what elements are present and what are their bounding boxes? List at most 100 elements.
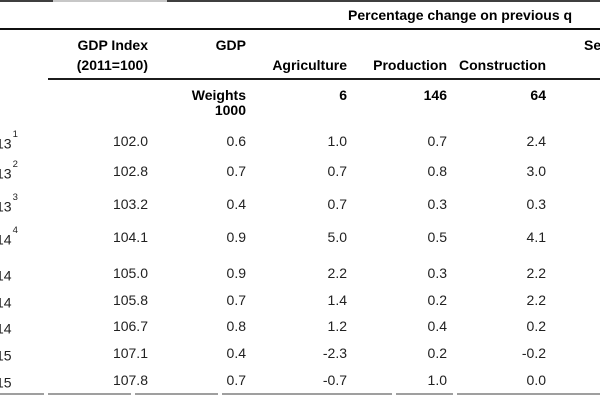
column-header-services: Se	[584, 37, 600, 53]
gdp-value: 0.9	[226, 229, 246, 245]
construction-value: 0.2	[526, 318, 546, 334]
gdp-index-value: 103.2	[112, 196, 148, 212]
footnote-marker: 4	[12, 225, 18, 236]
table-row: 14 106.7 0.8 1.2 0.4 0.2	[0, 318, 600, 337]
table-top-border	[167, 0, 600, 2]
production-value: 0.5	[427, 229, 447, 245]
gdp-value: 0.6	[226, 133, 246, 149]
agriculture-value: -0.7	[322, 372, 347, 388]
bottom-border-gap	[453, 393, 457, 395]
gdp-index-value: 107.8	[112, 372, 148, 388]
agriculture-value: 5.0	[327, 229, 347, 245]
column-header-production: Production	[373, 57, 447, 73]
bottom-border-gap	[218, 393, 222, 395]
production-value: 1.0	[427, 372, 447, 388]
header-underline	[48, 78, 600, 80]
gdp-value: 0.9	[226, 265, 246, 281]
period-cell: 14	[0, 318, 26, 337]
agriculture-value: 1.2	[327, 318, 347, 334]
table-row: 144 104.1 0.9 5.0 0.5 4.1	[0, 225, 600, 248]
period-label: 14	[0, 267, 12, 284]
bottom-border-gap	[392, 393, 396, 395]
weights-agriculture: 6	[339, 87, 347, 103]
period-label: 13	[0, 135, 12, 152]
production-value: 0.3	[427, 265, 447, 281]
period-cell: 144	[0, 225, 26, 248]
gdp-index-value: 102.8	[112, 163, 148, 179]
table-row: 15 107.8 0.7 -0.7 1.0 0.0	[0, 372, 600, 391]
table-row: 14 105.8 0.7 1.4 0.2 2.2	[0, 292, 600, 311]
production-value: 0.3	[427, 196, 447, 212]
period-cell: 14	[0, 292, 26, 311]
weights-label: Weights	[191, 87, 246, 103]
construction-value: 2.4	[526, 133, 546, 149]
gdp-index-value: 102.0	[112, 133, 148, 149]
gdp-index-value: 106.7	[112, 318, 148, 334]
period-cell: 132	[0, 159, 26, 182]
spanner-underline	[0, 28, 600, 30]
agriculture-value: 1.0	[327, 133, 347, 149]
weights-gdp-total: 1000	[214, 102, 246, 118]
period-cell: 15	[0, 372, 26, 391]
table-row: 15 107.1 0.4 -2.3 0.2 -0.2	[0, 345, 600, 364]
gdp-value: 0.4	[226, 196, 246, 212]
production-value: 0.4	[427, 318, 447, 334]
gdp-value: 0.7	[226, 372, 246, 388]
period-label: 13	[0, 198, 12, 215]
spanner-title: Percentage change on previous q	[348, 7, 573, 23]
production-value: 0.8	[427, 163, 447, 179]
table-top-border	[0, 0, 53, 2]
gdp-index-value: 104.1	[112, 229, 148, 245]
period-label: 13	[0, 165, 12, 182]
construction-value: 2.2	[526, 265, 546, 281]
column-header-gdp-index-base: (2011=100)	[76, 57, 148, 73]
period-label: 14	[0, 231, 12, 248]
construction-value: -0.2	[521, 345, 546, 361]
gdp-index-value: 107.1	[112, 345, 148, 361]
agriculture-value: -2.3	[322, 345, 347, 361]
column-header-gdp-index: GDP Index	[77, 37, 148, 53]
gdp-value: 0.4	[226, 345, 246, 361]
construction-value: 2.2	[526, 292, 546, 308]
production-value: 0.2	[427, 345, 447, 361]
footnote-marker: 2	[12, 159, 18, 170]
footnote-marker: 3	[12, 192, 18, 203]
gdp-value: 0.7	[226, 292, 246, 308]
production-value: 0.7	[427, 133, 447, 149]
footnote-marker: 1	[12, 129, 18, 140]
table-row: 132 102.8 0.7 0.7 0.8 3.0	[0, 159, 600, 182]
weights-construction: 64	[530, 87, 546, 103]
period-cell: 15	[0, 345, 26, 364]
period-cell: 133	[0, 192, 26, 215]
construction-value: 3.0	[526, 163, 546, 179]
production-value: 0.2	[427, 292, 447, 308]
table-row: 133 103.2 0.4 0.7 0.3 0.3	[0, 192, 600, 215]
construction-value: 0.0	[526, 372, 546, 388]
column-header-construction: Construction	[459, 57, 547, 73]
agriculture-value: 1.4	[327, 292, 347, 308]
period-label: 15	[0, 374, 12, 391]
gdp-index-value: 105.8	[112, 292, 148, 308]
period-cell: 131	[0, 129, 26, 152]
gdp-value: 0.7	[226, 163, 246, 179]
bottom-border-gap	[44, 393, 48, 395]
period-label: 14	[0, 320, 12, 337]
construction-value: 0.3	[526, 196, 546, 212]
gdp-value: 0.8	[226, 318, 246, 334]
agriculture-value: 0.7	[327, 196, 347, 212]
construction-value: 4.1	[526, 229, 546, 245]
gdp-index-value: 105.0	[112, 265, 148, 281]
period-cell: 14	[0, 265, 26, 284]
weights-production: 146	[423, 87, 447, 103]
period-label: 14	[0, 294, 12, 311]
table-bottom-border	[0, 393, 600, 395]
agriculture-value: 0.7	[327, 163, 347, 179]
column-header-gdp: GDP	[215, 37, 246, 53]
agriculture-value: 2.2	[327, 265, 347, 281]
table-row: 131 102.0 0.6 1.0 0.7 2.4	[0, 129, 600, 152]
column-header-agriculture: Agriculture	[272, 57, 347, 73]
period-label: 15	[0, 347, 12, 364]
bottom-border-gap	[131, 393, 135, 395]
table-top-border-light-segment	[53, 0, 167, 2]
